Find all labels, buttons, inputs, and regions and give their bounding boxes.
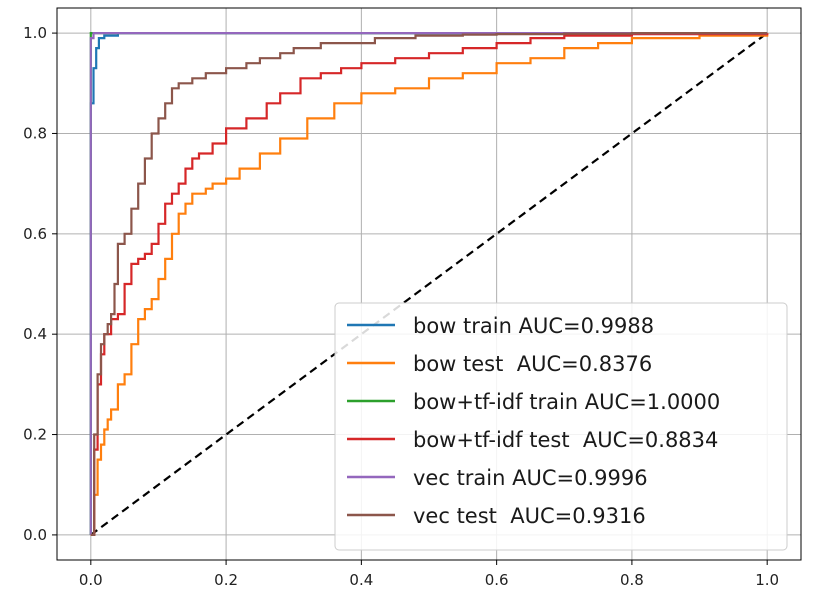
legend-label-1: bow test AUC=0.8376 <box>413 352 652 376</box>
y-tick-label: 0.8 <box>23 124 47 142</box>
x-axis-ticks: 0.0 0.2 0.4 0.6 0.8 1.0 <box>79 560 779 589</box>
x-tick-label: 0.4 <box>349 571 373 589</box>
y-axis-ticks: 0.0 0.2 0.4 0.6 0.8 1.0 <box>23 24 57 544</box>
x-tick-label: 0.0 <box>79 571 103 589</box>
y-tick-label: 0.6 <box>23 225 47 243</box>
series-line-1 <box>90 33 769 536</box>
chance-diagonal-line <box>90 32 768 536</box>
legend-label-2: bow+tf-idf train AUC=1.0000 <box>413 390 720 414</box>
x-tick-label: 0.2 <box>214 571 238 589</box>
legend: bow train AUC=0.9988 bow test AUC=0.8376 b… <box>334 302 788 551</box>
x-tick-label: 0.8 <box>620 571 644 589</box>
legend-box <box>334 302 788 551</box>
legend-label-5: vec test AUC=0.9316 <box>413 504 646 528</box>
legend-label-3: bow+tf-idf test AUC=0.8834 <box>413 428 718 452</box>
x-tick-label: 0.6 <box>485 571 509 589</box>
y-tick-label: 1.0 <box>23 24 47 42</box>
series-layer <box>89 32 769 536</box>
series-line-5 <box>90 32 768 536</box>
y-tick-label: 0.4 <box>23 325 47 343</box>
legend-label-4: vec train AUC=0.9996 <box>413 466 648 490</box>
series-line-4 <box>89 32 768 535</box>
y-tick-label: 0.0 <box>23 526 47 544</box>
x-tick-label: 1.0 <box>755 571 779 589</box>
legend-label-0: bow train AUC=0.9988 <box>413 314 654 338</box>
plot-frame <box>56 7 802 561</box>
y-tick-label: 0.2 <box>23 426 47 444</box>
series-line-0 <box>89 32 768 535</box>
series-line-3 <box>90 33 769 536</box>
